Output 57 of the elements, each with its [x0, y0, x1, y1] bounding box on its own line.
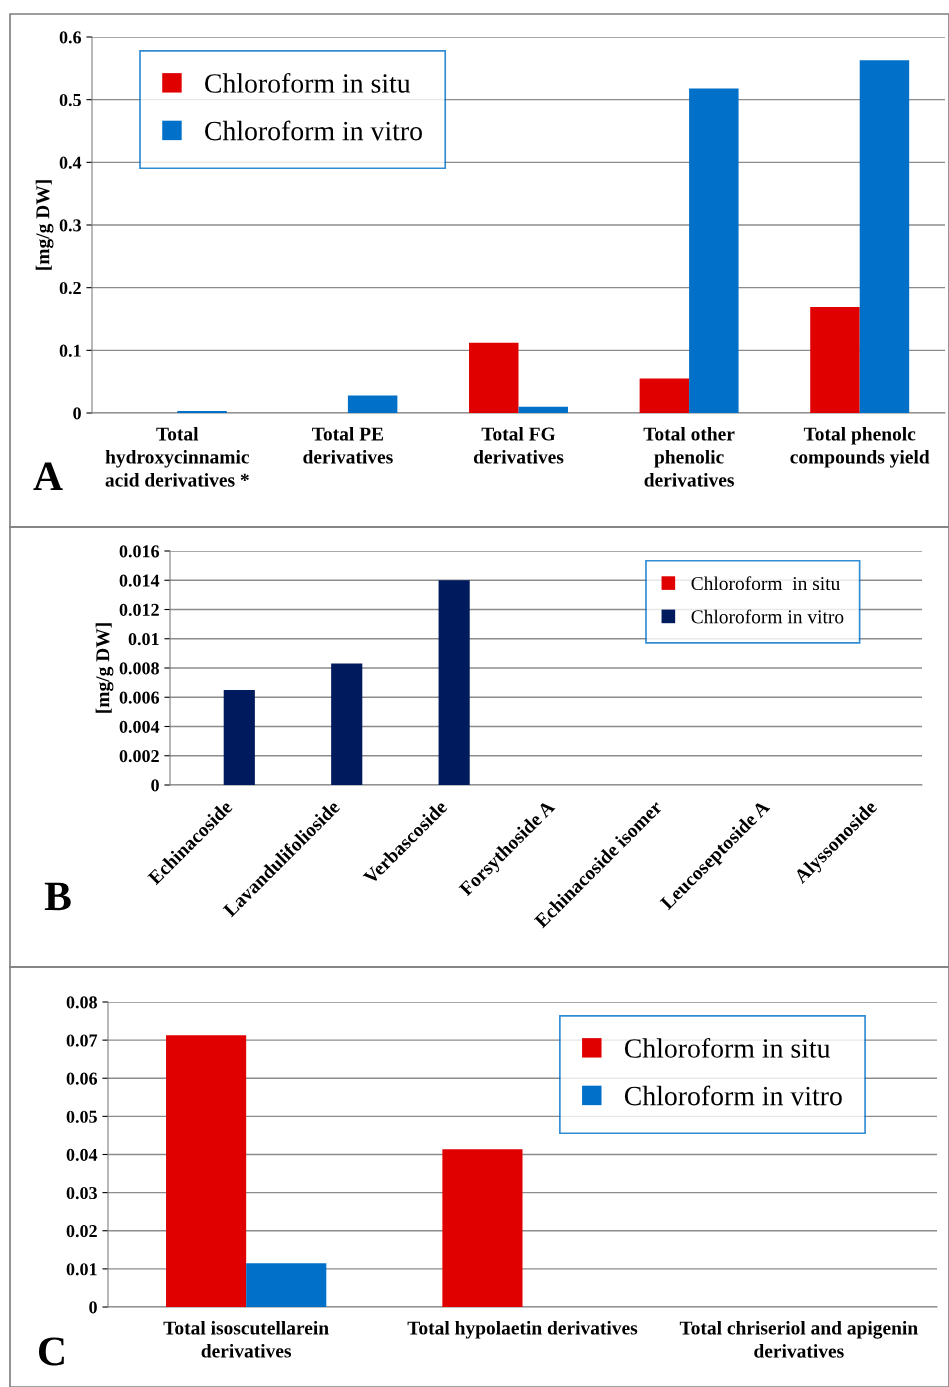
y-tick-label: 0.4 — [59, 156, 82, 169]
y-tick-label: 0.02 — [66, 1225, 97, 1238]
text: A — [33, 462, 63, 491]
x-tick-label: Total chriseriol and apigenin derivatives — [679, 1320, 918, 1358]
y-tick-label: 0.08 — [66, 996, 97, 1009]
x-tick-label: Total hydroxycinnamic acid derivatives * — [105, 426, 250, 487]
x-tick-label: Total FG derivatives — [473, 426, 564, 464]
y-tick-label: 0 — [151, 779, 159, 792]
text: B — [44, 882, 71, 911]
y-tick-label: 0.3 — [59, 219, 81, 232]
text: C — [38, 1337, 64, 1366]
y-tick-label: 0.03 — [66, 1186, 97, 1200]
y-axis-title: [mg/g DW] — [95, 623, 114, 713]
legend-label: Chloroform in vitro — [691, 609, 844, 624]
bar — [246, 1263, 327, 1307]
x-tick-label: Total phenolc compounds yield — [790, 426, 930, 468]
legend-label: Chloroform in situ — [691, 576, 840, 591]
bar — [347, 395, 398, 413]
legend-label: Chloroform in vitro — [624, 1085, 842, 1106]
legend-label: Chloroform in situ — [624, 1038, 831, 1058]
y-axis-title: [mg/g DW] — [35, 180, 54, 270]
bar — [810, 307, 860, 413]
x-tick-label: Total hypolaetin derivatives — [407, 1320, 638, 1339]
bar — [331, 663, 363, 785]
bar — [518, 406, 568, 413]
y-tick-label: 0.014 — [119, 574, 160, 587]
y-tick-label: 0.04 — [66, 1148, 98, 1162]
y-tick-label: 0.1 — [59, 344, 81, 357]
y-tick-label: 0.016 — [119, 545, 160, 558]
y-tick-label: 0 — [89, 1301, 97, 1314]
y-tick-label: 0.012 — [119, 603, 159, 617]
y-tick-label: 0 — [73, 407, 81, 420]
y-tick-label: 0.008 — [119, 662, 159, 675]
x-tick-label: Total isoscutellarein derivatives — [163, 1320, 329, 1358]
y-tick-label: 0.06 — [66, 1072, 98, 1085]
bar — [469, 342, 519, 413]
bar — [639, 378, 690, 413]
bar — [223, 689, 255, 785]
y-tick-label: 0.006 — [119, 691, 160, 704]
x-tick-label: Total other phenolic derivatives — [643, 426, 735, 487]
bar — [166, 1035, 247, 1307]
y-tick-label: 0.6 — [59, 31, 82, 44]
y-tick-label: 0.004 — [119, 720, 160, 734]
bar — [859, 60, 910, 413]
legend-label: Chloroform in vitro — [205, 120, 422, 141]
y-tick-label: 0.5 — [59, 93, 81, 107]
y-tick-label: 0.05 — [66, 1110, 97, 1123]
bar — [689, 88, 739, 413]
y-tick-label: 0.002 — [119, 750, 159, 763]
legend-label: Chloroform in situ — [205, 73, 411, 93]
y-tick-label: 0.07 — [66, 1034, 98, 1047]
bar — [442, 1149, 523, 1307]
x-tick-label: Total PE derivatives — [303, 426, 393, 464]
y-tick-label: 0.2 — [59, 281, 81, 295]
y-tick-label: 0.01 — [128, 633, 159, 646]
y-tick-label: 0.01 — [66, 1263, 97, 1276]
bar — [438, 580, 470, 785]
